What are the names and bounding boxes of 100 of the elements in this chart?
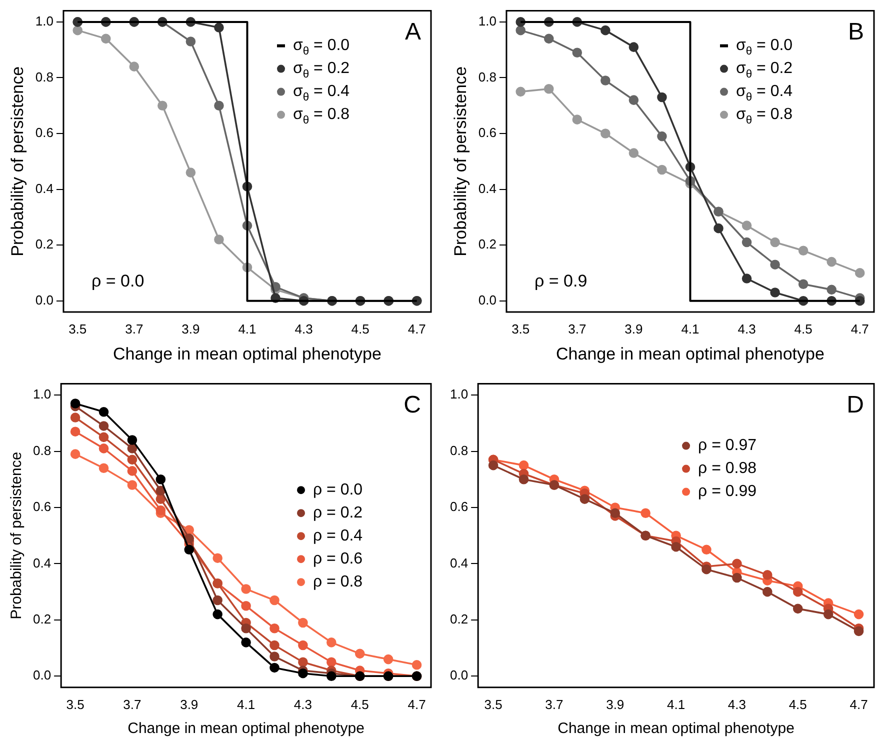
point <box>854 268 865 278</box>
point <box>98 463 109 474</box>
y-tick-label: 0.6 <box>35 125 54 140</box>
x-tick-label: 3.9 <box>180 696 198 712</box>
y-tick-label: 0.0 <box>32 668 52 683</box>
point <box>129 62 140 72</box>
point <box>98 432 109 442</box>
point <box>98 407 109 417</box>
legend-label: ρ = 0.97 <box>698 437 757 454</box>
point <box>792 586 803 597</box>
x-tick-label: 4.5 <box>351 321 370 336</box>
y-tick-label: 1.0 <box>35 14 54 29</box>
x-tick-label: 4.1 <box>236 696 256 712</box>
y-tick-label: 0.2 <box>478 236 496 252</box>
point <box>98 444 109 454</box>
point <box>212 553 222 563</box>
point <box>792 604 803 614</box>
point <box>70 398 80 408</box>
x-tick-label: 4.3 <box>294 321 313 336</box>
point <box>742 237 752 248</box>
x-tick-label: 4.5 <box>788 696 807 712</box>
x-tick-label: 4.5 <box>794 321 812 336</box>
annotation: D <box>846 391 864 418</box>
point <box>516 25 526 36</box>
point <box>186 168 196 178</box>
x-tick-label: 4.1 <box>238 321 256 336</box>
annotation: B <box>848 18 864 46</box>
y-tick-label: 0.6 <box>32 499 52 514</box>
point <box>732 558 742 569</box>
point <box>762 586 772 597</box>
point <box>628 148 639 158</box>
annotation: ρ = 0.0 <box>91 272 144 291</box>
point <box>732 572 742 583</box>
point <box>241 600 251 611</box>
point <box>298 657 308 667</box>
point <box>186 36 196 46</box>
point <box>241 638 251 648</box>
point <box>518 474 529 484</box>
point <box>600 76 610 86</box>
point <box>770 260 780 270</box>
point <box>214 22 224 32</box>
x-tick-label: 3.9 <box>182 321 200 336</box>
point <box>127 454 138 465</box>
point <box>100 34 111 44</box>
point <box>600 128 610 138</box>
x-axis-title: Change in mean optimal phenotype <box>558 720 794 738</box>
x-tick-label: 4.1 <box>681 321 700 336</box>
x-tick-label: 4.7 <box>850 321 869 336</box>
point <box>184 544 194 555</box>
y-tick-label: 0.4 <box>478 180 496 196</box>
x-tick-label: 4.3 <box>738 321 756 336</box>
point <box>270 640 280 650</box>
y-tick-label: 1.0 <box>478 14 496 29</box>
x-tick-label: 3.7 <box>568 321 586 336</box>
y-tick-label: 0.8 <box>478 69 496 84</box>
x-tick-label: 3.7 <box>123 696 142 712</box>
x-tick-label: 4.3 <box>728 696 746 712</box>
point <box>212 609 222 620</box>
point <box>572 48 582 58</box>
x-tick-label: 3.5 <box>66 696 84 712</box>
y-tick-label: 0.4 <box>35 180 54 196</box>
point <box>600 25 610 36</box>
x-tick-label: 4.7 <box>850 696 868 712</box>
legend-label: ρ = 0.6 <box>313 550 363 568</box>
y-tick-label: 0.4 <box>32 555 52 570</box>
point <box>823 609 834 620</box>
point <box>544 34 554 44</box>
x-tick-label: 4.7 <box>408 321 426 336</box>
y-tick-label: 0.6 <box>478 125 496 140</box>
point <box>70 426 80 436</box>
point <box>127 480 138 490</box>
point <box>127 435 138 445</box>
annotation: A <box>404 18 421 46</box>
point <box>70 449 80 459</box>
point <box>241 623 251 634</box>
point <box>572 114 582 124</box>
legend-label: ρ = 0.98 <box>698 460 757 478</box>
point <box>98 421 109 431</box>
y-tick-label: 0.8 <box>35 69 54 84</box>
point <box>702 544 712 555</box>
y-tick-label: 0.0 <box>450 668 468 683</box>
point <box>657 92 667 102</box>
point <box>826 256 836 267</box>
point <box>326 671 336 682</box>
x-tick-label: 4.1 <box>666 696 686 712</box>
y-tick-label: 0.4 <box>450 555 468 570</box>
y-tick-label: 0.2 <box>35 236 54 252</box>
point <box>270 595 280 606</box>
y-axis-title: Probability of persistence <box>8 66 27 256</box>
y-tick-label: 1.0 <box>32 386 52 402</box>
point <box>488 460 498 470</box>
point <box>298 668 308 678</box>
legend-label: ρ = 0.2 <box>313 504 363 522</box>
y-tick-label: 0.0 <box>478 292 496 308</box>
point <box>270 623 280 634</box>
x-tick-label: 3.5 <box>68 321 87 336</box>
point <box>72 25 83 36</box>
point <box>158 100 168 111</box>
legend-label: ρ = 0.8 <box>313 574 363 591</box>
legend-label: ρ = 0.0 <box>313 482 363 499</box>
